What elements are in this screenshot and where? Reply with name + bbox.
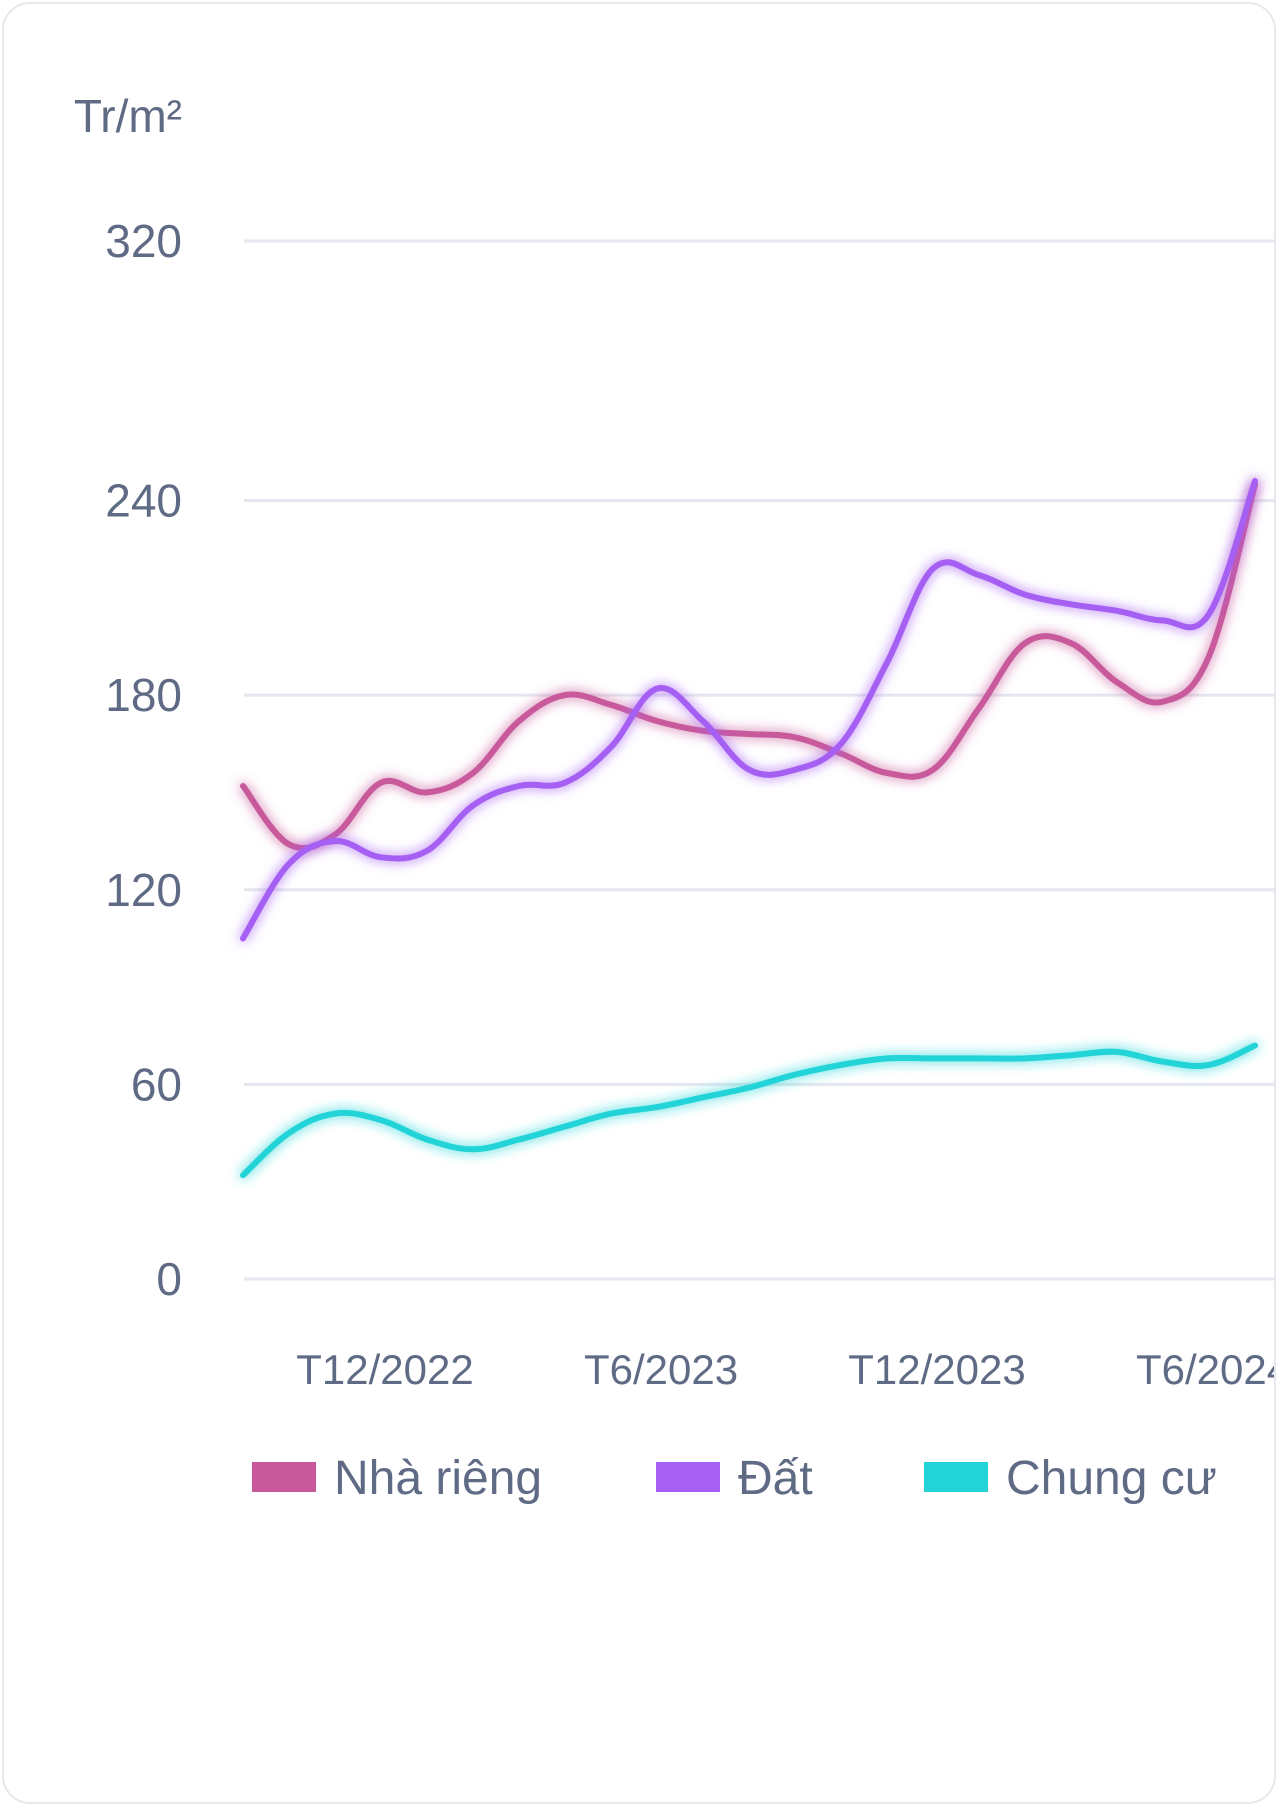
legend-label-dat: Đất xyxy=(738,1452,813,1505)
legend-swatch-nha-rieng xyxy=(252,1462,316,1492)
legend-swatch-dat xyxy=(656,1462,720,1492)
y-tick-label: 0 xyxy=(156,1253,182,1305)
series-line-nha-rieng xyxy=(240,481,1258,852)
y-tick-label: 60 xyxy=(131,1058,182,1110)
x-tick-label: T6/2023 xyxy=(584,1346,738,1393)
x-tick-label: T6/2024 xyxy=(1136,1346,1276,1393)
legend-label-chung-cu: Chung cư xyxy=(1006,1452,1217,1505)
x-tick-label: T12/2023 xyxy=(848,1346,1025,1393)
y-tick-label: 120 xyxy=(105,864,182,916)
series-line-chung-cu xyxy=(240,1042,1258,1179)
series-line-dat xyxy=(240,478,1258,942)
legend-swatch-chung-cu xyxy=(924,1462,988,1492)
y-tick-label: 240 xyxy=(105,475,182,527)
y-tick-label: 180 xyxy=(105,669,182,721)
y-axis-unit-label: Tr/m² xyxy=(74,90,182,142)
x-tick-label: T12/2022 xyxy=(296,1346,473,1393)
price-line-chart: Tr/m² 0 60 120 180 240 320 T12/2022 T6/2023 T12… xyxy=(74,90,1276,1505)
y-tick-label: 320 xyxy=(105,215,182,267)
legend-label-nha-rieng: Nhà riêng xyxy=(334,1452,542,1505)
